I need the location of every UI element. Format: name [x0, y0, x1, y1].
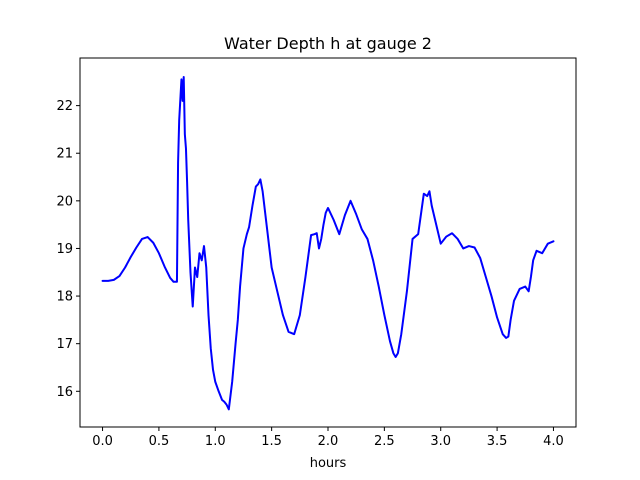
x-tick-label: 3.0	[430, 434, 451, 449]
x-tick-label: 3.5	[487, 434, 508, 449]
x-tick-label: 1.0	[205, 434, 226, 449]
x-axis-label: hours	[310, 456, 347, 471]
y-tick-label: 20	[56, 194, 73, 209]
y-tick-label: 16	[56, 385, 73, 400]
x-tick-label: 2.0	[318, 434, 339, 449]
x-tick-label: 1.5	[261, 434, 282, 449]
chart-title: Water Depth h at gauge 2	[224, 34, 432, 53]
axes-frame	[79, 57, 577, 428]
y-tick-label: 22	[56, 99, 73, 114]
x-tick-label: 0.0	[92, 434, 113, 449]
plot-area: 0.0 0.5 1.0 1.5 2.0 2.5 3.0 3.5 4.0 16 17 18 19 20 21 2…	[56, 57, 577, 449]
data-series-line-0	[101, 76, 555, 411]
y-tick-label: 21	[56, 147, 73, 162]
x-tick-label: 0.5	[149, 434, 170, 449]
y-tick-label: 17	[56, 337, 73, 352]
y-tick-label: 18	[56, 290, 73, 305]
y-tick-label: 19	[56, 242, 73, 257]
x-tick-label: 4.0	[543, 434, 564, 449]
x-tick-label: 2.5	[374, 434, 395, 449]
